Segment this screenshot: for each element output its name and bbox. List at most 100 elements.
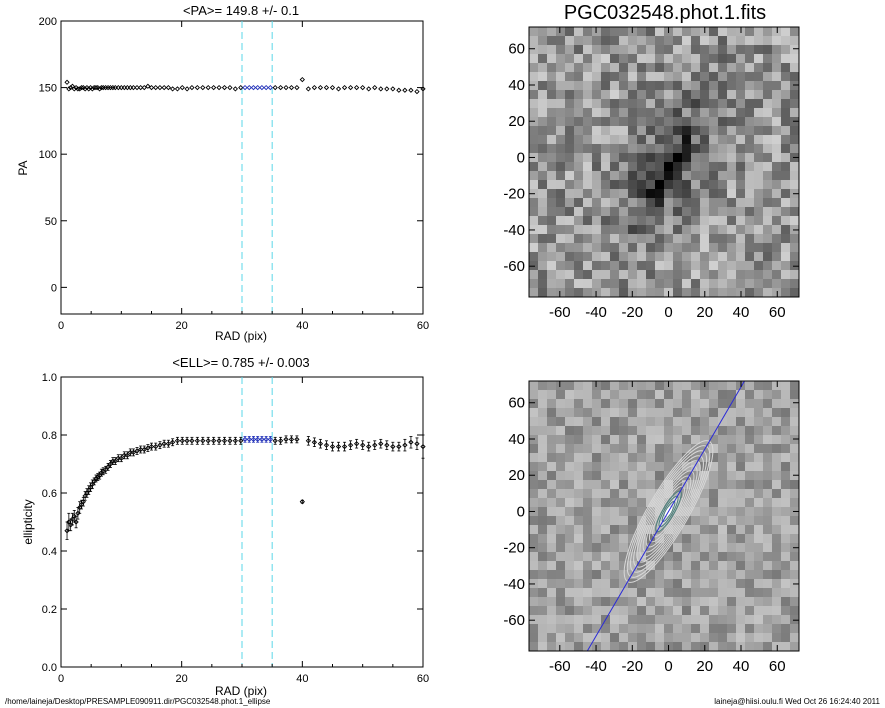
data-point — [78, 84, 85, 91]
image-pixel — [673, 561, 683, 571]
image-pixel — [709, 36, 719, 46]
image-pixel — [736, 225, 746, 235]
image-pixel — [718, 243, 728, 253]
image-pixel — [781, 54, 791, 64]
image-pixel — [772, 534, 782, 544]
data-point — [169, 439, 176, 445]
image-pixel — [700, 72, 710, 82]
image-pixel — [574, 453, 584, 463]
image-pixel — [700, 234, 710, 244]
image-pixel — [673, 615, 683, 625]
image-pixel — [709, 261, 719, 271]
image-pixel — [673, 45, 683, 55]
image-pixel — [610, 381, 620, 391]
image-pixel — [637, 63, 647, 73]
image-pixel — [781, 207, 791, 217]
image-pixel — [754, 144, 764, 154]
image-pixel — [592, 81, 602, 91]
image-pixel — [655, 480, 665, 490]
image-pixel — [718, 435, 728, 445]
image-pixel — [601, 624, 611, 634]
image-pixel — [691, 288, 701, 297]
image-pixel — [538, 444, 548, 454]
image-pixel — [646, 189, 656, 199]
image-pixel — [655, 408, 665, 418]
image-pixel — [601, 435, 611, 445]
image-pixel — [745, 72, 755, 82]
image-pixel — [664, 252, 674, 262]
image-pixel — [781, 624, 791, 634]
image-pixel — [718, 99, 728, 109]
image-pixel — [745, 261, 755, 271]
image-pixel — [736, 390, 746, 400]
image-pixel — [709, 552, 719, 562]
image-pixel — [763, 579, 773, 589]
image-pixel — [538, 507, 548, 517]
image-pixel — [691, 570, 701, 580]
image-pixel — [754, 108, 764, 118]
image-pixel — [637, 426, 647, 436]
image-pixel — [664, 171, 674, 181]
image-pixel — [628, 90, 638, 100]
data-point — [420, 86, 426, 92]
image-pixel — [781, 543, 791, 553]
image-pixel — [763, 453, 773, 463]
image-pixel — [745, 597, 755, 607]
image-pixel — [583, 279, 593, 289]
image-pixel — [538, 453, 548, 463]
image-pixel — [646, 288, 656, 297]
data-point — [211, 438, 217, 444]
image-pixel — [754, 189, 764, 199]
image-pixel — [646, 153, 656, 163]
image-pixel — [727, 552, 737, 562]
data-point — [353, 441, 360, 447]
image-pixel — [529, 207, 539, 217]
y-tick-label: 0.8 — [42, 430, 57, 442]
image-pixel — [628, 252, 638, 262]
image-pixel — [736, 108, 746, 118]
image-pixel — [547, 189, 557, 199]
image-pixel — [664, 261, 674, 271]
x-tick-label: 20 — [176, 320, 188, 332]
image-pixel — [709, 216, 719, 226]
image-pixel — [754, 408, 764, 418]
data-point — [107, 461, 114, 467]
image-pixel — [529, 216, 539, 226]
image-pixel — [664, 72, 674, 82]
data-point — [414, 88, 420, 95]
image-pixel — [700, 408, 710, 418]
image-pixel — [601, 426, 611, 436]
image-pixel — [763, 570, 773, 580]
image-pixel — [655, 198, 665, 208]
image-pixel — [727, 453, 737, 463]
image-pixel — [529, 261, 539, 271]
image-pixel — [574, 153, 584, 163]
image-pixel — [565, 108, 575, 118]
image-pixel — [619, 489, 629, 499]
image-pixel — [583, 171, 593, 181]
image-pixel — [763, 180, 773, 190]
data-point — [130, 449, 137, 456]
image-pixel — [754, 498, 764, 508]
image-pixel — [529, 234, 539, 244]
image-pixel — [583, 207, 593, 217]
image-pixel — [673, 198, 683, 208]
image-pixel — [574, 252, 584, 262]
image-pixel — [691, 144, 701, 154]
data-point — [408, 439, 414, 445]
image-pixel — [700, 189, 710, 199]
image-pixel — [709, 534, 719, 544]
data-point — [184, 86, 190, 92]
image-pixel — [691, 252, 701, 262]
image-pixel — [556, 426, 566, 436]
image-pixel — [664, 117, 674, 127]
image-pixel — [664, 606, 674, 616]
image-pixel — [646, 390, 656, 400]
image-pixel — [619, 615, 629, 625]
image-pixel — [529, 516, 539, 526]
image-pixel — [700, 579, 710, 589]
image-pixel — [628, 588, 638, 598]
image-pixel — [583, 525, 593, 535]
data-point — [242, 84, 248, 91]
image-pixel — [727, 624, 737, 634]
